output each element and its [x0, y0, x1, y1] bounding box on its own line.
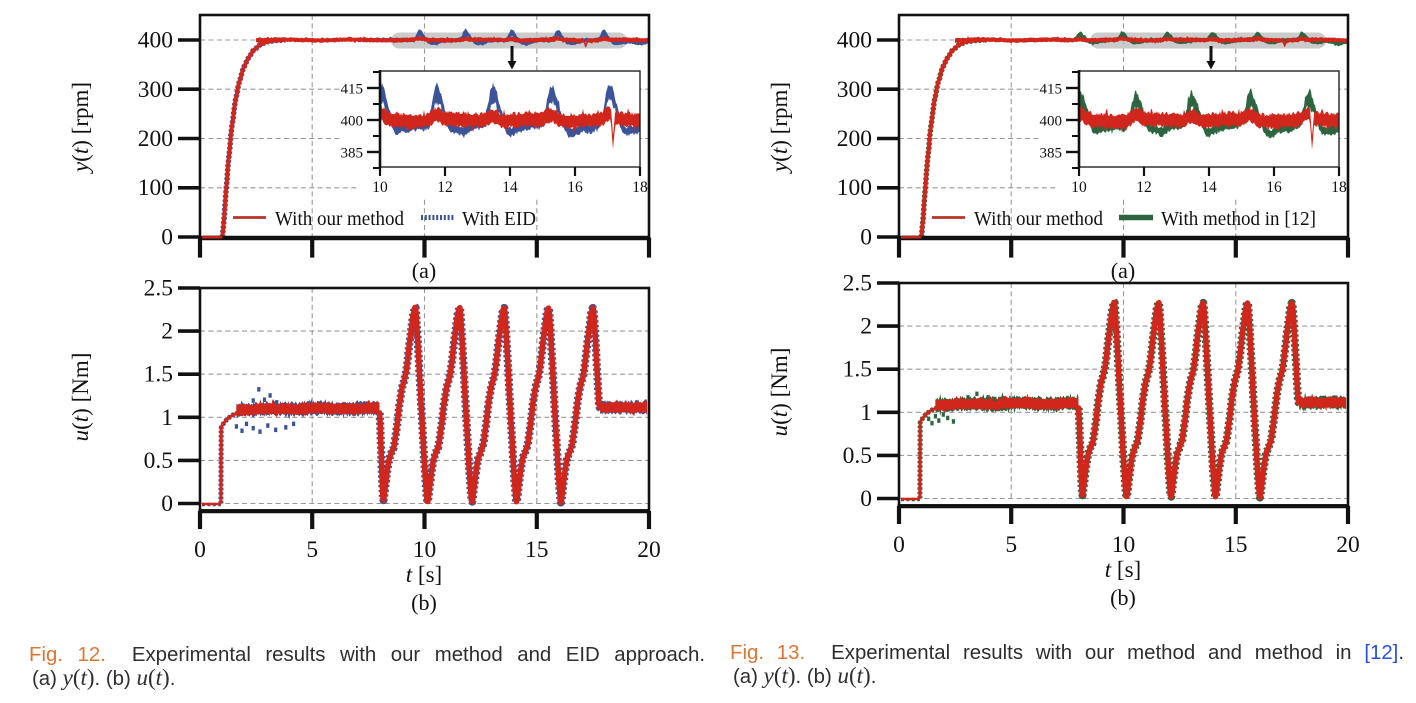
svg-text:With method in [12]: With method in [12] [1161, 208, 1316, 230]
svg-text:2.5: 2.5 [843, 271, 872, 297]
svg-text:5: 5 [1005, 532, 1017, 558]
svg-text:400: 400 [1040, 114, 1063, 130]
svg-text:385: 385 [341, 146, 364, 162]
svg-text:200: 200 [138, 126, 173, 152]
svg-text:t [s]: t [s] [406, 562, 442, 587]
svg-text:5: 5 [306, 537, 318, 563]
svg-text:18: 18 [1331, 179, 1347, 196]
svg-text:20: 20 [1336, 532, 1360, 558]
svg-text:With our method: With our method [275, 208, 404, 230]
svg-text:14: 14 [1201, 179, 1217, 196]
svg-text:0.5: 0.5 [843, 443, 872, 469]
svg-text:20: 20 [637, 537, 661, 563]
svg-text:(a): (a) [412, 258, 436, 283]
svg-text:(b): (b) [411, 590, 437, 615]
svg-text:415: 415 [1040, 82, 1063, 98]
svg-text:10: 10 [1112, 532, 1136, 558]
svg-text:1.5: 1.5 [843, 357, 872, 383]
svg-text:With EID: With EID [462, 208, 536, 230]
svg-text:400: 400 [837, 28, 872, 54]
svg-text:1: 1 [161, 405, 173, 431]
svg-text:0: 0 [161, 491, 173, 517]
svg-text:2: 2 [860, 314, 872, 340]
svg-text:t [s]: t [s] [1105, 557, 1141, 582]
svg-text:1: 1 [860, 400, 872, 426]
svg-text:0: 0 [893, 532, 905, 558]
svg-text:12: 12 [1136, 179, 1152, 196]
svg-text:14: 14 [502, 179, 518, 196]
svg-text:385: 385 [1040, 146, 1063, 162]
svg-text:10: 10 [413, 537, 437, 563]
svg-text:0.5: 0.5 [144, 448, 173, 474]
svg-text:1.5: 1.5 [144, 362, 173, 388]
svg-text:0: 0 [194, 537, 206, 563]
svg-text:300: 300 [138, 77, 173, 103]
svg-text:0: 0 [860, 486, 872, 512]
svg-text:16: 16 [1266, 179, 1282, 196]
svg-text:400: 400 [341, 114, 364, 130]
svg-text:15: 15 [525, 537, 549, 563]
svg-text:(b): (b) [1110, 585, 1136, 610]
svg-text:16: 16 [567, 179, 583, 196]
svg-text:u(t) [Nm]: u(t) [Nm] [767, 348, 792, 437]
svg-text:10: 10 [1071, 179, 1087, 196]
svg-text:2.5: 2.5 [144, 276, 173, 302]
svg-text:415: 415 [341, 82, 364, 98]
svg-text:With our method: With our method [974, 208, 1103, 230]
svg-text:300: 300 [837, 77, 872, 103]
svg-text:y(t) [rpm]: y(t) [rpm] [68, 82, 93, 174]
svg-text:2: 2 [161, 319, 173, 345]
svg-text:12: 12 [437, 179, 453, 196]
svg-text:u(t) [Nm]: u(t) [Nm] [68, 353, 93, 442]
svg-text:0: 0 [161, 225, 173, 251]
svg-text:10: 10 [372, 179, 388, 196]
svg-text:y(t) [rpm]: y(t) [rpm] [767, 82, 792, 174]
svg-text:(a): (a) [1111, 258, 1135, 283]
svg-text:0: 0 [860, 225, 872, 251]
svg-text:100: 100 [837, 175, 872, 201]
svg-text:15: 15 [1224, 532, 1248, 558]
svg-text:100: 100 [138, 175, 173, 201]
svg-text:200: 200 [837, 126, 872, 152]
svg-text:400: 400 [138, 28, 173, 54]
svg-text:18: 18 [632, 179, 648, 196]
